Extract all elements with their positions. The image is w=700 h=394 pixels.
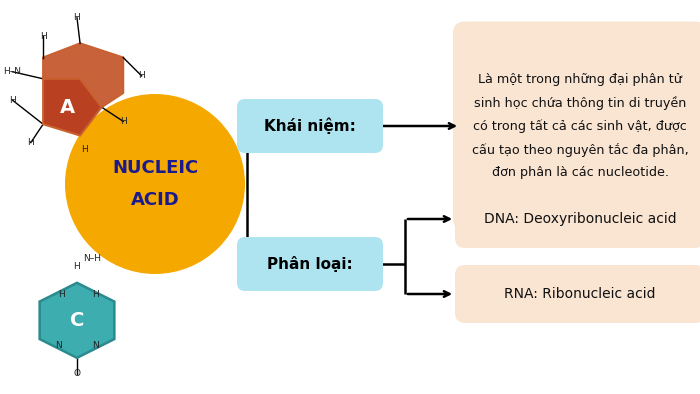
Text: NUCLEIC
ACID: NUCLEIC ACID <box>112 159 198 209</box>
Text: Phân loại:: Phân loại: <box>267 256 353 272</box>
Text: H: H <box>81 145 88 154</box>
Circle shape <box>65 94 245 274</box>
Text: H: H <box>40 32 46 41</box>
Text: H: H <box>58 290 64 299</box>
Polygon shape <box>40 283 114 358</box>
Text: H: H <box>139 71 145 80</box>
Text: H–N: H–N <box>4 67 21 76</box>
Text: H: H <box>74 13 80 22</box>
Text: H: H <box>74 262 80 271</box>
Text: A: A <box>60 98 76 117</box>
FancyBboxPatch shape <box>455 265 700 323</box>
Text: H: H <box>9 96 15 104</box>
Polygon shape <box>43 79 102 136</box>
Text: O: O <box>74 370 80 378</box>
Text: Là một trong những đại phân tử
sinh học chứa thông tin di truyền
có trong tất cả: Là một trong những đại phân tử sinh học … <box>472 73 688 179</box>
Text: N: N <box>55 341 62 350</box>
FancyBboxPatch shape <box>455 190 700 248</box>
Text: N: N <box>92 341 99 350</box>
Text: H: H <box>92 290 99 299</box>
Text: H: H <box>120 117 127 126</box>
Text: RNA: Ribonucleic acid: RNA: Ribonucleic acid <box>504 287 656 301</box>
Text: Khái niệm:: Khái niệm: <box>264 118 356 134</box>
Polygon shape <box>43 43 123 107</box>
FancyBboxPatch shape <box>453 22 700 230</box>
FancyBboxPatch shape <box>237 237 383 291</box>
Text: N–H: N–H <box>83 254 102 263</box>
Text: DNA: Deoxyribonucleic acid: DNA: Deoxyribonucleic acid <box>484 212 676 226</box>
Text: C: C <box>70 311 84 330</box>
Text: H: H <box>27 138 34 147</box>
FancyBboxPatch shape <box>237 99 383 153</box>
